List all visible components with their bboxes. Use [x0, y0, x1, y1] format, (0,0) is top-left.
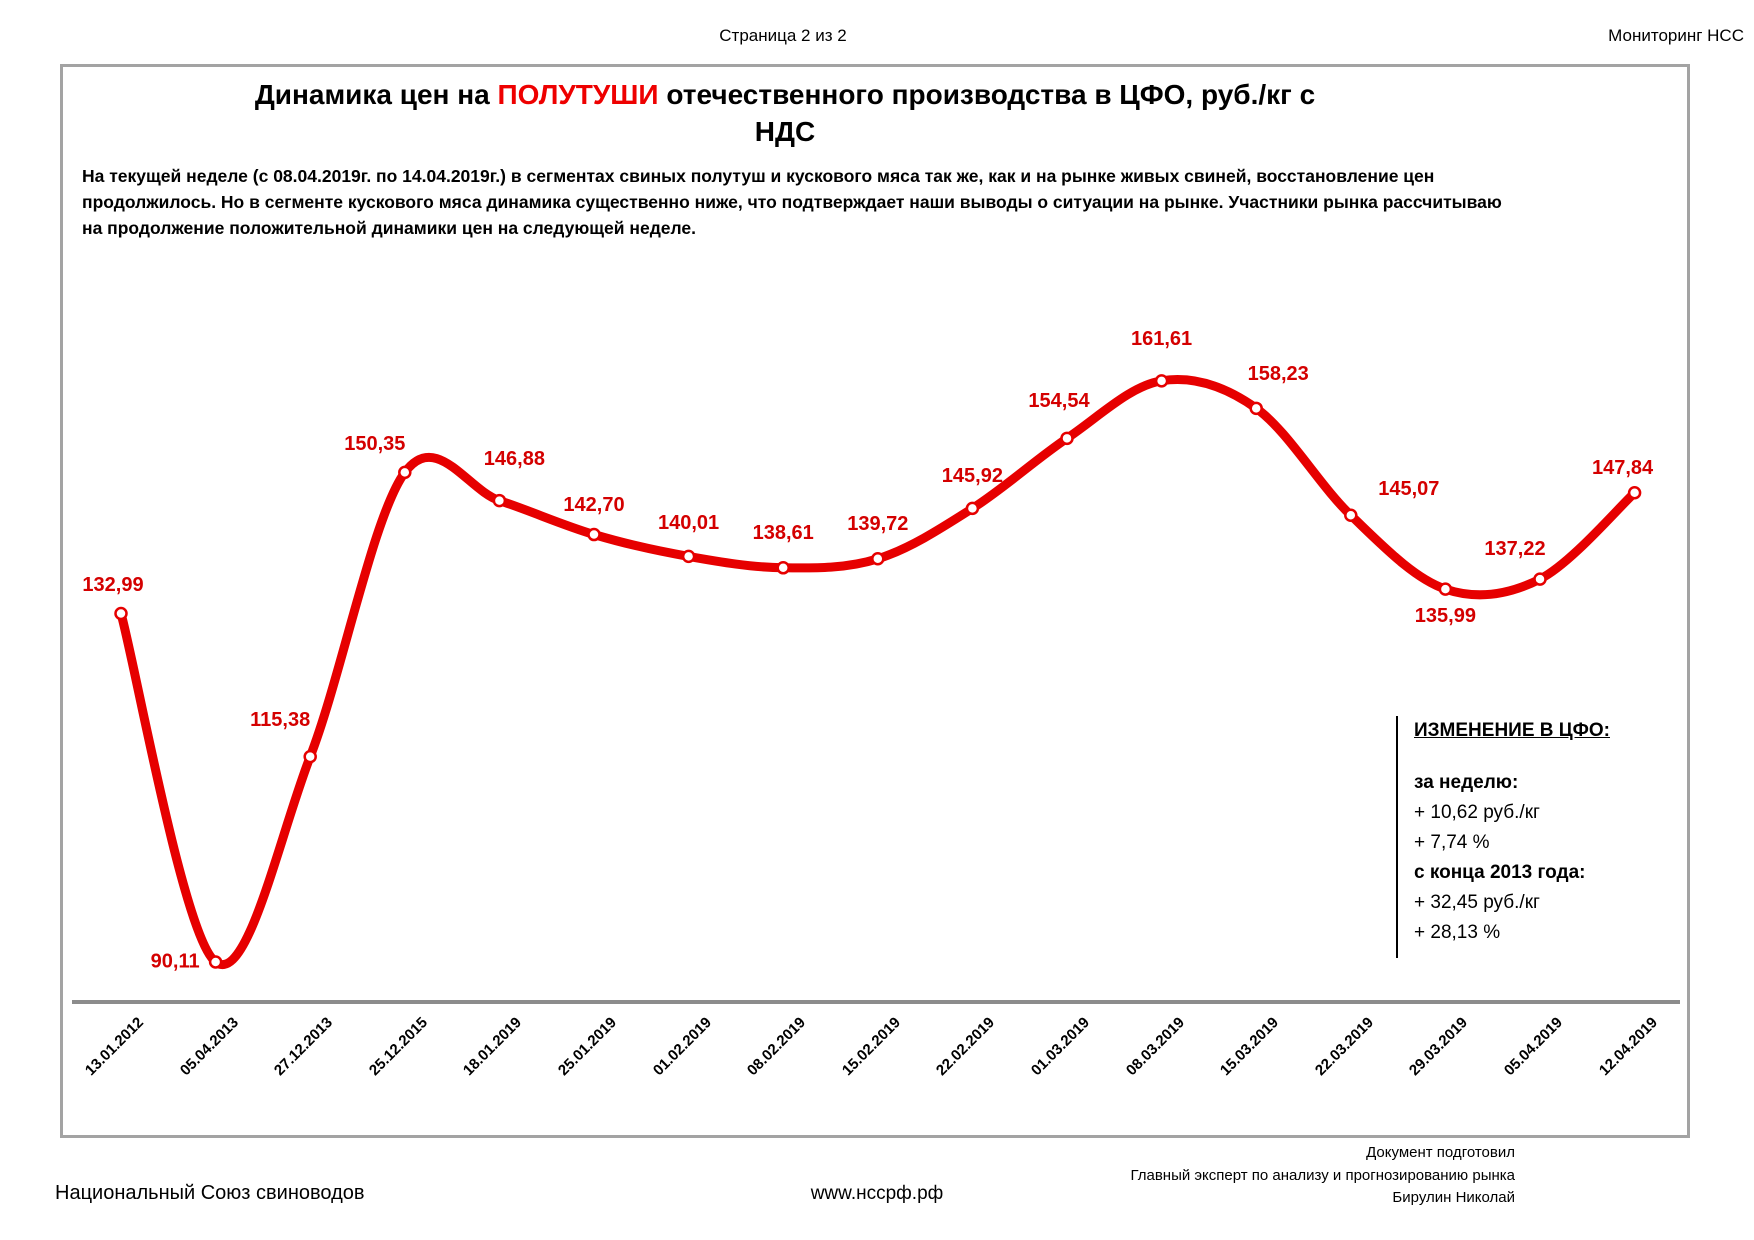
info-box-row: + 7,74 %	[1414, 832, 1490, 853]
info-box-row: с конца 2013 года:	[1414, 862, 1586, 883]
data-point-label: 135,99	[1414, 605, 1476, 628]
footer-author-line: Главный эксперт по анализу и прогнозиров…	[1130, 1166, 1515, 1184]
data-point-label: 146,88	[483, 447, 545, 470]
data-point-label: 145,07	[1378, 478, 1440, 501]
data-point-label: 145,92	[941, 465, 1003, 488]
footer-author-block: Документ подготовил Главный эксперт по ан…	[1130, 1142, 1515, 1210]
chart-title-line2: НДС	[754, 116, 816, 147]
info-box-row: + 10,62 руб./кг	[1414, 802, 1540, 823]
info-box-rows: за неделю: + 10,62 руб./кг + 7,74 % с конца…	[1414, 768, 1694, 948]
data-point-label: 138,61	[752, 521, 814, 544]
page-indicator: Страница 2 из 2	[719, 26, 847, 45]
data-point-label: 115,38	[250, 708, 311, 731]
info-box-row: + 28,13 %	[1414, 922, 1501, 943]
info-box-title: ИЗМЕНЕНИЕ В ЦФО:	[1414, 720, 1610, 741]
summary-paragraph: На текущей неделе (с 08.04.2019г. по 14.…	[82, 166, 1502, 238]
data-point-label: 140,01	[658, 512, 720, 535]
chart-title-prefix: Динамика цен на	[254, 79, 498, 110]
footer-author-line: Документ подготовил	[1366, 1144, 1515, 1161]
data-point-label: 142,70	[563, 493, 625, 516]
chart-title: Динамика цен на ПОЛУТУШИ отечественного …	[60, 76, 1510, 150]
data-point-label: 154,54	[1028, 390, 1090, 413]
data-point-label: 90,11	[150, 950, 200, 973]
monitoring-label: Мониторинг НСС	[1608, 26, 1744, 45]
footer-website: www.нссрф.рф	[810, 1183, 944, 1204]
data-point-label: 132,99	[82, 574, 144, 597]
footer-author-line: Бирулин Николай	[1392, 1189, 1515, 1206]
info-box-row: + 32,45 руб./кг	[1414, 892, 1540, 913]
chart-title-highlight: ПОЛУТУШИ	[497, 79, 659, 110]
data-point-label: 161,61	[1131, 327, 1193, 350]
footer-organization: Национальный Союз свиноводов	[55, 1182, 365, 1204]
data-point-label: 139,72	[847, 512, 909, 535]
info-box-row: за неделю:	[1414, 772, 1519, 793]
data-point-label: 137,22	[1484, 538, 1546, 561]
data-point-label: 158,23	[1247, 363, 1309, 386]
data-point-label: 150,35	[344, 433, 406, 456]
change-info-box: ИЗМЕНЕНИЕ В ЦФО: за неделю: + 10,62 руб./…	[1396, 716, 1694, 958]
chart-title-suffix: отечественного производства в ЦФО, руб./…	[658, 79, 1316, 110]
x-axis-line	[72, 1000, 1680, 1004]
data-point-label: 147,84	[1592, 456, 1654, 479]
